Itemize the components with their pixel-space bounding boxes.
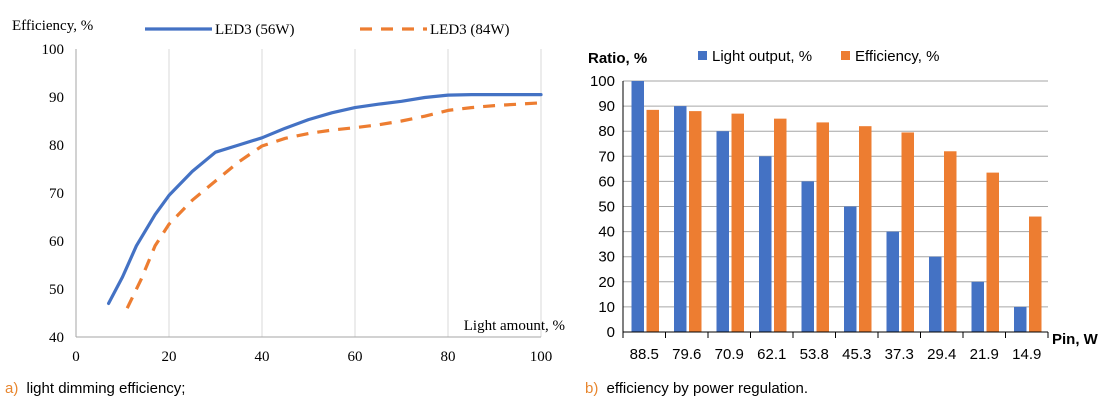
caption-a-text: light dimming efficiency; <box>27 380 186 397</box>
chart-a-ytick-label: 50 <box>49 282 64 298</box>
chart-b-bar-efficiency <box>944 151 957 332</box>
chart-b-bar-efficiency <box>859 126 872 333</box>
chart-b-ytick-label: 10 <box>598 299 615 316</box>
chart-a-ytick-label: 90 <box>49 90 64 106</box>
chart-b-ytick-label: 80 <box>598 123 615 140</box>
chart-b-bar-efficiency <box>774 118 787 333</box>
chart-b-xtick-label: 29.4 <box>927 346 956 363</box>
chart-b-ytick-label: 30 <box>598 249 615 266</box>
bar-chart-power-regulation: Ratio, % Pin, W Light output, % Efficienc… <box>588 48 1099 363</box>
chart-a-ytick-label: 70 <box>49 186 64 202</box>
chart-b-ytick-label: 20 <box>598 274 615 291</box>
chart-a-xtick-label: 80 <box>441 349 456 365</box>
chart-a-tick-labels: 0 20 40 60 80 100 40 50 60 70 80 90 100 <box>42 42 553 365</box>
chart-a-ytick-label: 80 <box>49 138 64 154</box>
chart-b-bar-efficiency <box>731 113 744 332</box>
chart-b-bar-efficiency <box>1029 216 1042 332</box>
chart-b-xtick-label: 62.1 <box>757 346 786 363</box>
chart-b-bar-light-output <box>844 206 857 332</box>
chart-b-xtick-label: 79.6 <box>672 346 701 363</box>
chart-b-xtick-label: 45.3 <box>842 346 871 363</box>
chart-b-legend-swatch-2 <box>841 51 850 60</box>
chart-b-bar-light-output <box>674 106 687 332</box>
chart-a-xtick-label: 0 <box>72 349 80 365</box>
svg-text:a) light dimming efficie: a) light dimming efficiency; <box>5 380 185 397</box>
chart-a-legend-label-1: LED3 (56W) <box>215 22 295 38</box>
chart-b-legend-swatch-1 <box>698 51 707 60</box>
caption-b-letter: b) <box>585 380 598 397</box>
chart-b-xtick-label: 88.5 <box>630 346 659 363</box>
chart-a-series-line-2 <box>125 101 542 309</box>
chart-a-series-line-1 <box>106 92 543 305</box>
chart-b-ytick-label: 70 <box>598 148 615 165</box>
chart-b-tick-labels: 0 10 20 30 40 50 60 70 80 90 100 88.5 79.6 70.9 62.1 53… <box>590 73 1041 363</box>
chart-a-xtick-label: 60 <box>348 349 363 365</box>
chart-b-bar-light-output <box>631 81 644 332</box>
chart-b-bars <box>631 81 1042 333</box>
chart-a-xtick-label: 40 <box>255 349 270 365</box>
chart-b-axes <box>622 81 1049 338</box>
chart-b-xlabel: Pin, W <box>1052 331 1099 348</box>
chart-b-xtick-label: 21.9 <box>970 346 999 363</box>
chart-a-series <box>106 92 543 309</box>
chart-b-ylabel: Ratio, % <box>588 50 647 67</box>
chart-b-ytick-label: 60 <box>598 173 615 190</box>
line-chart-light-dimming: Efficiency, % Light amount, % LED3 (56W)… <box>12 18 565 365</box>
chart-b-bar-light-output <box>759 156 772 332</box>
chart-b-ytick-label: 40 <box>598 224 615 241</box>
chart-b-bar-efficiency <box>986 172 999 332</box>
chart-a-legend: LED3 (56W) LED3 (84W) <box>145 22 510 38</box>
chart-b-bar-light-output <box>929 256 942 332</box>
chart-b-ytick-label: 90 <box>598 98 615 115</box>
caption-a: a) light dimming efficiency; <box>5 380 185 397</box>
chart-b-ytick-label: 50 <box>598 199 615 216</box>
chart-b-ytick-label: 0 <box>607 324 615 341</box>
chart-b-bar-efficiency <box>816 122 829 332</box>
chart-b-legend-label-2: Efficiency, % <box>855 48 939 65</box>
caption-b: b) efficiency by power regulation. <box>585 380 808 397</box>
chart-b-bar-light-output <box>886 231 899 332</box>
chart-b-ytick-label: 100 <box>590 73 615 90</box>
chart-a-ylabel: Efficiency, % <box>12 18 93 34</box>
chart-a-xtick-label: 100 <box>530 349 553 365</box>
chart-a-axes <box>75 49 541 338</box>
chart-a-xlabel: Light amount, % <box>464 318 565 334</box>
chart-a-gridlines <box>168 49 542 337</box>
chart-b-gridlines <box>623 80 1048 308</box>
chart-a-ytick-label: 100 <box>42 42 65 58</box>
chart-a-xtick-label: 20 <box>162 349 177 365</box>
chart-b-bar-efficiency <box>689 111 702 333</box>
chart-b-bar-light-output <box>801 181 814 332</box>
chart-b-xtick-label: 14.9 <box>1012 346 1041 363</box>
chart-a-ytick-label: 60 <box>49 234 64 250</box>
chart-a-ytick-label: 40 <box>49 330 64 346</box>
chart-b-bar-light-output <box>971 281 984 332</box>
svg-text:b) efficiency by power r: b) efficiency by power regulation. <box>585 380 808 397</box>
caption-a-letter: a) <box>5 380 18 397</box>
chart-b-bar-efficiency <box>901 132 914 332</box>
chart-b-legend: Light output, % Efficiency, % <box>698 48 939 65</box>
chart-b-xtick-label: 70.9 <box>715 346 744 363</box>
chart-b-legend-label-1: Light output, % <box>712 48 812 65</box>
caption-b-text: efficiency by power regulation. <box>607 380 809 397</box>
chart-a-legend-label-2: LED3 (84W) <box>430 22 510 38</box>
chart-b-bar-light-output <box>1014 306 1027 332</box>
chart-b-bar-efficiency <box>646 109 659 333</box>
chart-b-xtick-label: 37.3 <box>885 346 914 363</box>
chart-b-bar-light-output <box>716 131 729 332</box>
chart-b-xtick-label: 53.8 <box>800 346 829 363</box>
